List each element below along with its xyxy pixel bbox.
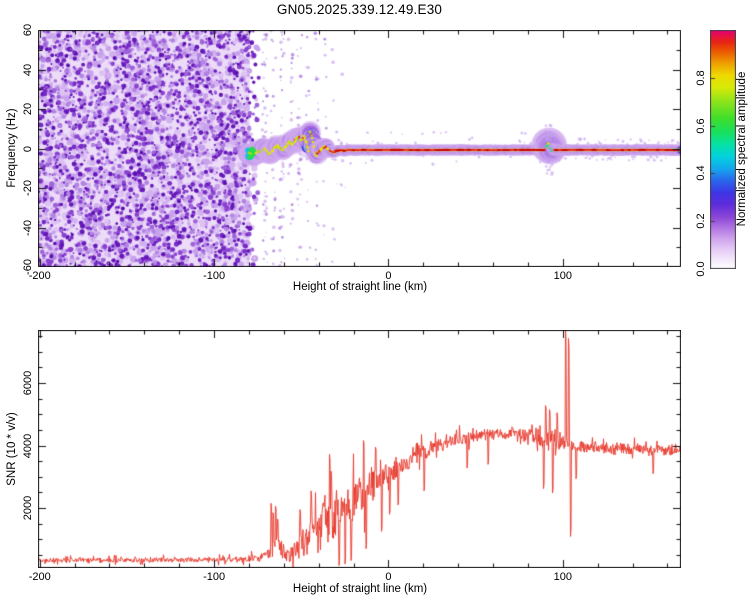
snr-canvas	[38, 330, 681, 568]
spectrogram-canvas	[38, 30, 681, 267]
colorbar-canvas	[710, 30, 736, 269]
figure-title: GN05.2025.339.12.49.E30	[276, 2, 443, 17]
